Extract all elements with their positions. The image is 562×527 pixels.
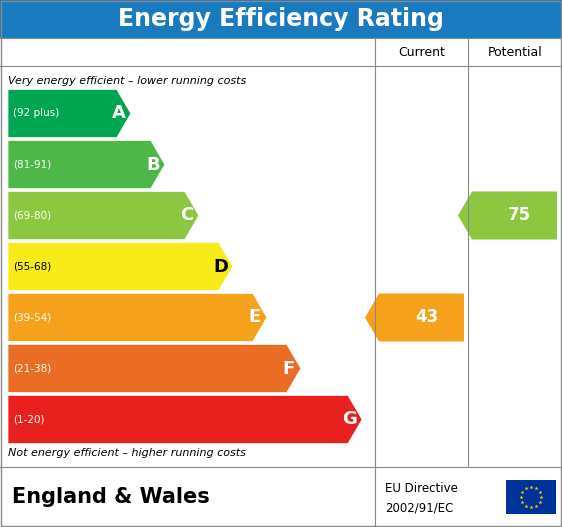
Text: G: G <box>343 411 357 428</box>
Text: (1-20): (1-20) <box>13 415 44 425</box>
FancyBboxPatch shape <box>506 480 556 514</box>
Text: (55-68): (55-68) <box>13 261 51 271</box>
Text: E: E <box>248 308 261 327</box>
Polygon shape <box>458 191 557 239</box>
Text: B: B <box>146 155 160 173</box>
Text: EU Directive: EU Directive <box>385 482 458 494</box>
Polygon shape <box>8 345 301 393</box>
Text: 75: 75 <box>508 207 531 225</box>
Polygon shape <box>8 294 267 341</box>
Polygon shape <box>8 191 199 239</box>
Text: Energy Efficiency Rating: Energy Efficiency Rating <box>118 7 444 31</box>
Text: (39-54): (39-54) <box>13 313 51 323</box>
Text: 2002/91/EC: 2002/91/EC <box>385 501 454 514</box>
Polygon shape <box>8 141 165 189</box>
FancyBboxPatch shape <box>0 0 562 38</box>
Text: (92 plus): (92 plus) <box>13 109 59 119</box>
Polygon shape <box>8 242 233 290</box>
Text: Current: Current <box>398 45 445 58</box>
Text: A: A <box>112 104 126 122</box>
Polygon shape <box>8 395 362 444</box>
Text: Not energy efficient – higher running costs: Not energy efficient – higher running co… <box>8 448 246 458</box>
Text: (69-80): (69-80) <box>13 210 51 220</box>
Text: Potential: Potential <box>488 45 542 58</box>
Text: F: F <box>283 359 295 377</box>
Text: Very energy efficient – lower running costs: Very energy efficient – lower running co… <box>8 76 246 86</box>
Text: (21-38): (21-38) <box>13 364 51 374</box>
Text: England & Wales: England & Wales <box>12 487 210 507</box>
Polygon shape <box>365 294 464 341</box>
Polygon shape <box>8 90 131 138</box>
Text: 43: 43 <box>415 308 438 327</box>
Text: D: D <box>214 258 228 276</box>
Text: (81-91): (81-91) <box>13 160 51 170</box>
Text: C: C <box>180 207 193 225</box>
